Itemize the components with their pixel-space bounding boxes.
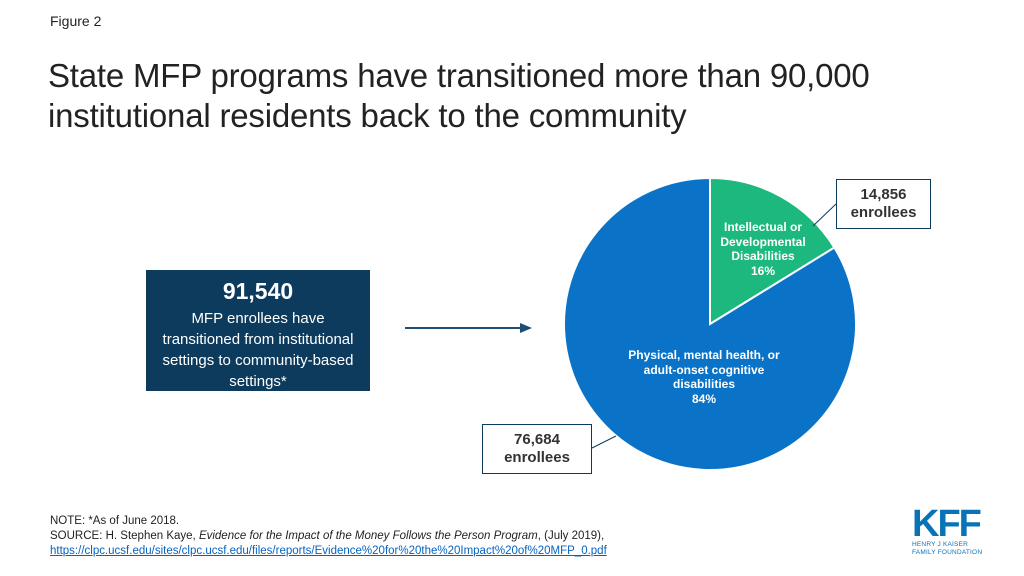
- logo-line2: FAMILY FOUNDATION: [912, 548, 983, 556]
- source-text: SOURCE: H. Stephen Kaye, Evidence for th…: [50, 529, 607, 544]
- summary-callout: 91,540 MFP enrollees have transitioned f…: [146, 270, 370, 391]
- footnote: NOTE: *As of June 2018. SOURCE: H. Steph…: [50, 514, 607, 559]
- slice-label-idd: Intellectual or Developmental Disabiliti…: [707, 220, 819, 278]
- slice-label-idd-percent: 16%: [750, 263, 776, 278]
- count-box-idd-number: 14,856: [860, 186, 907, 203]
- chart-title: State MFP programs have transitioned mor…: [48, 57, 870, 134]
- logo-wordmark: KFF: [912, 503, 982, 545]
- source-link[interactable]: https://clpc.ucsf.edu/sites/clpc.ucsf.ed…: [50, 545, 607, 557]
- source-prefix: SOURCE: H. Stephen Kaye,: [50, 530, 199, 542]
- logo-line1: HENRY J KAISER: [912, 541, 969, 548]
- slice-label-physical: Physical, mental health, or adult-onset …: [616, 348, 792, 406]
- count-box-idd-unit: enrollees: [850, 204, 917, 221]
- figure-label: Figure 2: [50, 13, 102, 29]
- leader-line-b: [591, 435, 617, 449]
- count-box-idd: 14,856 enrollees: [836, 179, 931, 229]
- count-box-physical-unit: enrollees: [504, 449, 570, 466]
- arrow-icon: [405, 323, 532, 333]
- pie-slice-1: [563, 176, 857, 471]
- note-text: NOTE: *As of June 2018.: [50, 515, 180, 527]
- count-box-physical: 76,684 enrollees: [482, 424, 592, 474]
- slice-label-physical-percent: 84%: [691, 391, 717, 406]
- pie-chart: [563, 176, 857, 471]
- count-box-physical-number: 76,684: [514, 431, 560, 448]
- slice-label-idd-text: Intellectual or Developmental Disabiliti…: [720, 220, 806, 263]
- callout-description: MFP enrollees have transitioned from ins…: [162, 310, 354, 390]
- source-suffix: , (July 2019),: [537, 530, 605, 542]
- pie-slice-0: [709, 176, 836, 326]
- leader-line-a: [812, 203, 837, 227]
- slice-label-physical-text: Physical, mental health, or adult-onset …: [628, 348, 780, 391]
- source-title: Evidence for the Impact of the Money Fol…: [198, 530, 538, 542]
- kff-logo: KFF HENRY J KAISER FAMILY FOUNDATION: [912, 503, 992, 556]
- callout-number: 91,540: [222, 278, 294, 304]
